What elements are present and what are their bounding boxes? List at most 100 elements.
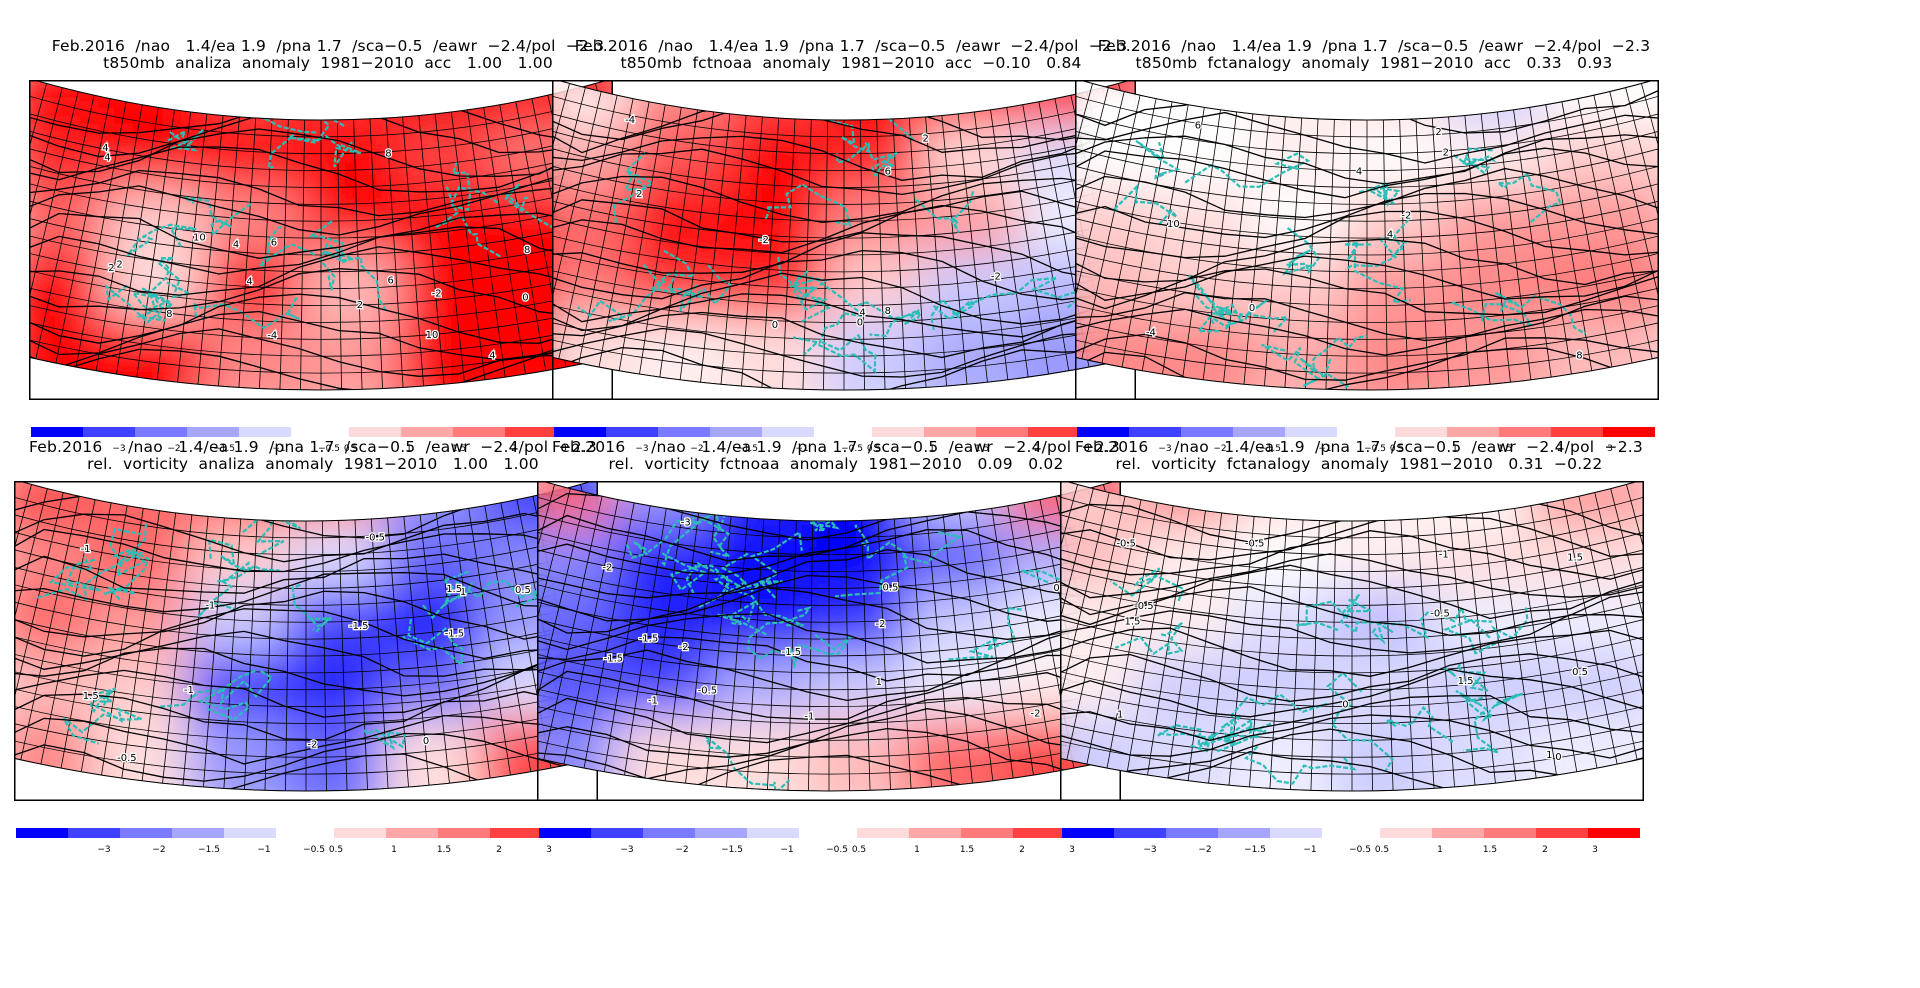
colorbar-tick-label: 3 [1592, 845, 1598, 855]
map-panel-t850-fctnoaa: Feb.2016 /nao 1.4/ea 1.9 /pna 1.7 /sca−0… [541, 38, 1161, 508]
colorbar-tick-label: 0.5 [329, 845, 343, 855]
contour-label: -0.5 [1245, 538, 1265, 549]
colorbar-swatch [1484, 828, 1536, 838]
colorbar-tick-label: −3 [97, 845, 110, 855]
colorbar-tick-label: −0.5 [303, 845, 325, 855]
colorbar-swatch [68, 828, 120, 838]
contour-label: -1.5 [349, 621, 369, 632]
colorbar-swatch [1114, 828, 1166, 838]
colorbar-tick-label: −3 [112, 444, 125, 454]
colorbar-swatch [135, 427, 187, 437]
panel-title-line2: t850mb analiza anomaly 1981−2010 acc 1.0… [103, 54, 553, 72]
contour-label: -2 [679, 642, 689, 653]
colorbar-swatch [1129, 427, 1181, 437]
contour-label: 8 [885, 306, 891, 317]
contour-label: -1.5 [445, 628, 465, 639]
colorbar-swatch [554, 427, 606, 437]
colorbar-tick-label: 2 [511, 444, 517, 454]
colorbar-swatch [762, 427, 814, 437]
colorbar-swatch [857, 828, 909, 838]
colorbar-swatch [505, 427, 557, 437]
colorbar-tick-label: −1 [257, 845, 270, 855]
contour-label: 0 [1342, 699, 1348, 710]
contour-lines [1060, 493, 1644, 791]
contour-label: 10 [1167, 219, 1180, 230]
colorbar-tick-label: −3 [1158, 444, 1171, 454]
colorbar-tick-label: 3 [546, 845, 552, 855]
colorbar-tick-label: −2 [675, 845, 688, 855]
colorbar-tick-label: 1.5 [437, 845, 451, 855]
colorbar-tick-label: 3 [1084, 444, 1090, 454]
contour-label: -0.5 [698, 686, 718, 697]
contour-label: 10 [193, 233, 206, 244]
contour-label: -1 [648, 696, 658, 707]
contour-label: 4 [102, 143, 108, 154]
contour-label: 4 [1356, 167, 1362, 178]
contour-label: -1.5 [639, 634, 659, 645]
colorbar-swatch [1536, 828, 1588, 838]
contour-label: 0.5 [515, 585, 531, 596]
colorbar-tick-label: 2 [1542, 845, 1548, 855]
colorbar-swatch [710, 427, 762, 437]
contour-label: 0 [522, 292, 528, 303]
colorbar-swatch [334, 828, 386, 838]
contour-label: -3 [681, 518, 691, 529]
anomaly-field [537, 481, 1121, 791]
colorbar-tick-label: −0.5 [1364, 444, 1386, 454]
colorbar: −3 −2 −1.5 −1 −0.5 0.5 1 1.5 2 3 [1062, 828, 1640, 855]
contour-label: 0 [1555, 752, 1561, 763]
colorbar-tick-label: 3 [1069, 845, 1075, 855]
colorbar-tick-label: 1.5 [1483, 845, 1497, 855]
colorbar-tick-label: −1 [780, 845, 793, 855]
contour-label: 2 [116, 259, 122, 270]
panel-title-line1: Feb.2016 /nao 1.4/ea 1.9 /pna 1.7 /sca−0… [1097, 37, 1651, 55]
colorbar-tick-label: −3 [635, 444, 648, 454]
contour-lines [537, 491, 1121, 791]
contour-label: -1.5 [604, 654, 624, 665]
colorbar-tick-label: −1 [795, 444, 808, 454]
contour-label: -1 [804, 712, 814, 723]
colorbar-tick-label: 1 [406, 444, 412, 454]
colorbar-swatch [747, 828, 799, 838]
colorbar-tick-label: −2 [690, 444, 703, 454]
contour-label: 4 [233, 240, 239, 251]
colorbar-swatch [1218, 828, 1270, 838]
colorbar-swatch [1270, 828, 1322, 838]
contour-label: 0 [772, 320, 778, 331]
map-panel-vort-fctanalogy: Feb.2016 /nao 1.4/ea 1.9 /pna 1.7 /sca−0… [1049, 439, 1669, 909]
colorbar-swatch [120, 828, 172, 838]
colorbar-tick-label: −1.5 [1244, 845, 1266, 855]
contour-label: 1 [1117, 710, 1123, 721]
colorbar-tick-label: 2 [1034, 444, 1040, 454]
contour-label: 0 [1249, 303, 1255, 314]
contour-label: -1 [81, 544, 91, 555]
colorbar-tick-label: −1.5 [721, 845, 743, 855]
contour-label: -0.5 [1134, 601, 1154, 612]
colorbar-swatch [658, 427, 710, 437]
graticule [1060, 481, 1644, 791]
contour-label: 2 [1443, 147, 1449, 158]
contour-label: -2 [432, 288, 442, 299]
map-plot: -1.5 -2 -3 -2 -1.5 -2 -1 -1.5 -2 -1 -0.5 0.5 1 0 [537, 481, 1121, 801]
colorbar-tick-label: 2 [496, 845, 502, 855]
map-plot: -4 -2 0 2 4 2 4 6 8 10 [1075, 80, 1659, 400]
colorbar-swatch [1181, 427, 1233, 437]
colorbar: −3 −2 −1.5 −1 −0.5 0.5 1 1.5 2 3 [539, 828, 1117, 855]
colorbar-swatch [1285, 427, 1337, 437]
contour-lines [1075, 83, 1659, 390]
colorbar-tick-label: −0.5 [1349, 845, 1371, 855]
map-panel-vort-analiza: Feb.2016 /nao 1.4/ea 1.9 /pna 1.7 /sca−0… [3, 439, 623, 909]
panel-title-line2: t850mb fctnoaa anomaly 1981−2010 acc −0.… [620, 54, 1082, 72]
colorbar-swatch [961, 828, 1013, 838]
panel-title-line1: Feb.2016 /nao 1.4/ea 1.9 /pna 1.7 /sca−0… [51, 37, 605, 55]
map-plot: 4 2 4 2 4 6 8 8 10 4 6 8 10 4 2 0 -4 -2 [29, 80, 613, 400]
map-panel-t850-analiza: Feb.2016 /nao 1.4/ea 1.9 /pna 1.7 /sca−0… [18, 38, 638, 508]
colorbar-tick-label: −3 [1143, 845, 1156, 855]
colorbar-tick-label: −1.5 [736, 444, 758, 454]
colorbar-tick-label: −1.5 [213, 444, 235, 454]
contour-label: -2 [1031, 708, 1041, 719]
map-frame [1075, 80, 1659, 400]
colorbar-tick-label: −0.5 [318, 444, 340, 454]
colorbar-tick-label: −2 [152, 845, 165, 855]
